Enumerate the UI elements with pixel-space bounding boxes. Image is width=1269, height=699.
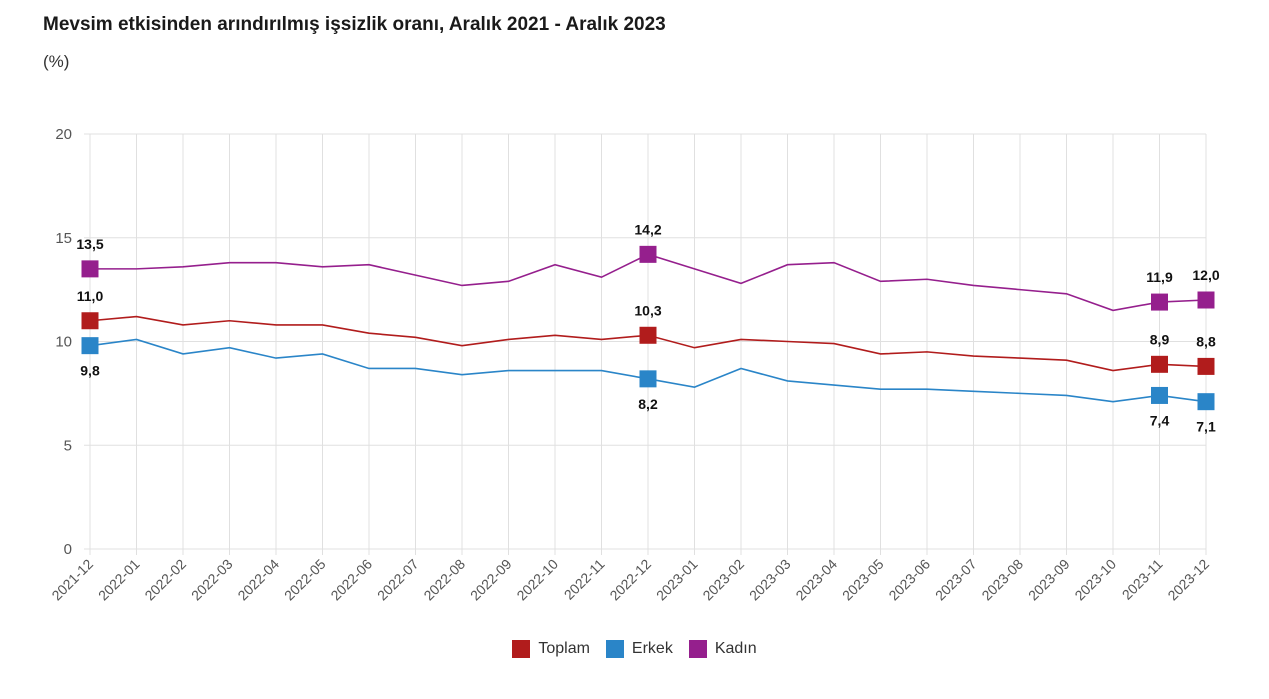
x-tick-label: 2022-09 <box>467 556 515 604</box>
x-tick-label: 2022-05 <box>281 556 329 604</box>
x-tick-label: 2021-12 <box>48 556 96 604</box>
chart-title: Mevsim etkisinden arındırılmış işsizlik … <box>43 14 666 35</box>
chart-subtitle: (%) <box>43 52 70 71</box>
legend-label: Kadın <box>714 640 757 657</box>
y-tick-label: 20 <box>55 126 72 143</box>
data-label: 10,3 <box>634 302 661 318</box>
data-point-marker <box>1197 291 1215 309</box>
legend-label: Erkek <box>631 640 673 657</box>
data-point-marker <box>1151 293 1168 311</box>
data-point-marker <box>639 245 657 263</box>
data-point-marker <box>81 260 99 278</box>
data-label: 11,9 <box>1146 269 1173 285</box>
data-label: 14,2 <box>634 221 661 237</box>
y-tick-label: 0 <box>64 541 72 558</box>
data-label: 12,0 <box>1192 267 1219 283</box>
y-tick-label: 10 <box>55 334 72 351</box>
legend-item-toplam[interactable]: Toplam <box>512 640 590 658</box>
y-tick-label: 15 <box>55 230 72 247</box>
x-tick-label: 2023-03 <box>746 556 794 604</box>
data-label: 7,1 <box>1196 419 1216 435</box>
x-tick-label: 2023-02 <box>699 556 747 604</box>
x-tick-label: 2022-03 <box>188 556 236 604</box>
y-tick-label: 5 <box>64 437 72 454</box>
x-tick-label: 2022-01 <box>95 556 143 604</box>
data-label: 11,0 <box>77 288 104 304</box>
x-tick-label: 2023-07 <box>932 556 980 604</box>
data-label: 8,9 <box>1150 331 1170 347</box>
legend-swatch <box>688 640 707 658</box>
data-label: 8,8 <box>1196 333 1216 349</box>
data-label: 7,4 <box>1150 412 1170 428</box>
x-tick-label: 2022-11 <box>561 556 608 603</box>
data-label: 9,8 <box>80 363 100 379</box>
x-tick-label: 2022-04 <box>234 556 282 604</box>
legend-item-erkek[interactable]: Erkek <box>605 640 673 658</box>
x-tick-label: 2023-05 <box>839 556 887 604</box>
x-tick-label: 2022-08 <box>420 556 468 604</box>
data-point-marker <box>81 312 99 330</box>
x-tick-label: 2022-06 <box>327 556 375 604</box>
x-tick-label: 2023-08 <box>978 556 1026 604</box>
x-tick-label: 2023-06 <box>885 556 933 604</box>
x-tick-label: 2023-01 <box>653 556 701 604</box>
data-point-marker <box>81 337 99 355</box>
data-point-marker <box>1151 386 1168 404</box>
x-tick-label: 2023-09 <box>1025 556 1073 604</box>
x-tick-label: 2023-12 <box>1164 556 1212 604</box>
x-tick-label: 2022-12 <box>606 556 654 604</box>
chart-legend: Toplam Erkek Kadın <box>0 640 1269 658</box>
x-tick-label: 2023-10 <box>1071 556 1119 604</box>
legend-swatch <box>605 640 624 658</box>
x-tick-label: 2022-10 <box>513 556 561 604</box>
data-point-marker <box>1151 355 1168 373</box>
data-label: 8,2 <box>638 396 658 412</box>
legend-swatch <box>512 640 531 658</box>
data-point-marker <box>1197 357 1215 375</box>
x-tick-label: 2022-02 <box>141 556 189 604</box>
legend-item-kadın[interactable]: Kadın <box>688 640 757 658</box>
x-tick-label: 2023-11 <box>1119 556 1166 603</box>
data-point-marker <box>1197 393 1215 411</box>
data-point-marker <box>639 326 657 344</box>
x-tick-label: 2022-07 <box>374 556 422 604</box>
data-point-marker <box>639 370 657 388</box>
data-label: 13,5 <box>76 236 103 252</box>
x-tick-label: 2023-04 <box>792 556 840 604</box>
legend-label: Toplam <box>538 640 590 657</box>
